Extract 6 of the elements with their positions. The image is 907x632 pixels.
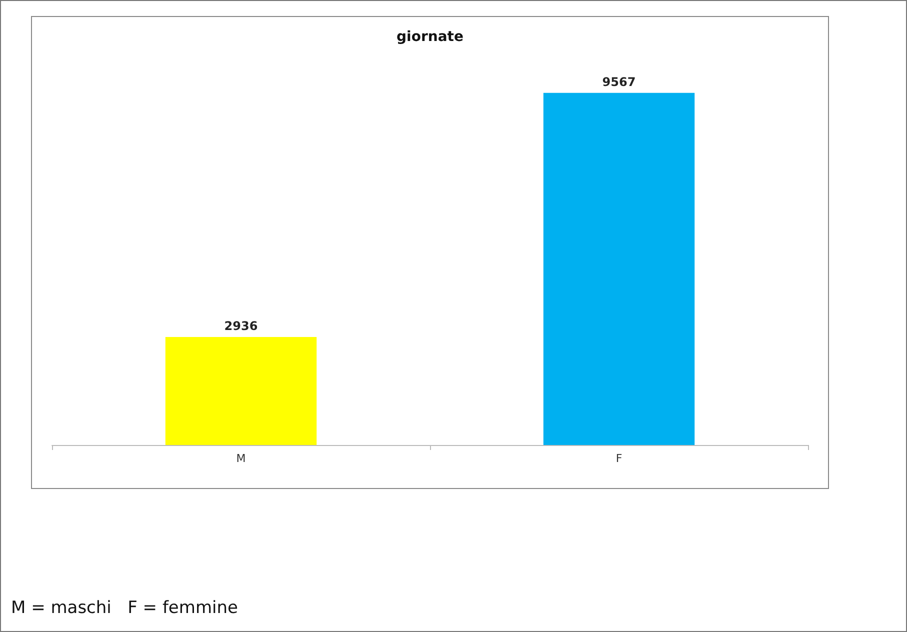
data-label: 2936: [224, 318, 258, 333]
x-tick-label: M: [236, 452, 246, 465]
data-label: 9567: [602, 74, 636, 89]
chart-title: giornate: [396, 29, 464, 45]
text: M = maschi F = femmine: [11, 598, 238, 618]
x-tick-label: F: [616, 452, 622, 465]
